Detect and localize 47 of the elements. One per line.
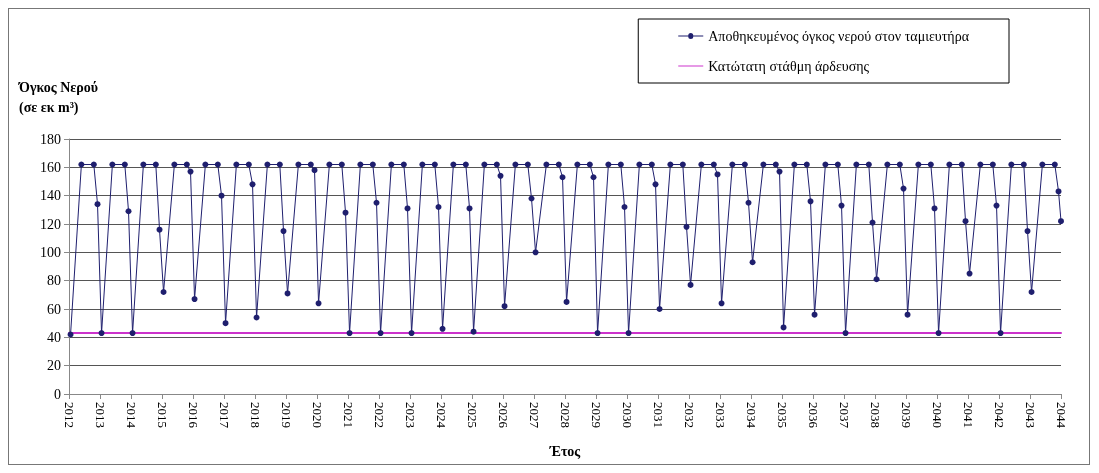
x-tick-label: 2030 [619,402,635,428]
x-tick-label: 2037 [836,402,852,429]
x-tick-label: 2028 [557,402,573,428]
x-tick-label: 2027 [526,402,542,429]
y-tick-label: 120 [40,216,61,232]
x-tick-label: 2038 [867,402,883,428]
x-tick-label: 2039 [898,402,914,428]
legend-label: Αποθηκευμένος όγκος νερού στον ταμιευτήρα [708,28,970,44]
x-tick-label: 2018 [247,402,263,428]
x-tick-label: 2013 [92,402,108,428]
x-tick-label: 2021 [340,402,356,428]
x-tick-label: 2042 [991,402,1007,428]
y-tick-label: 140 [40,188,61,204]
y-tick-label: 20 [47,358,61,374]
x-tick-label: 2029 [588,402,604,428]
x-tick-label: 2035 [774,402,790,428]
x-tick-label: 2041 [960,402,976,428]
y-tick-label: 60 [47,301,61,317]
x-tick-label: 2024 [433,402,449,429]
x-tick-label: 2017 [216,402,232,429]
y-tick-label: 0 [54,386,61,402]
legend-label: Κατώτατη στάθμη άρδευσης [708,58,870,74]
y-tick-label: 80 [47,273,61,289]
x-tick-label: 2036 [805,402,821,429]
x-tick-label: 2040 [929,402,945,428]
x-tick-label: 2019 [278,402,294,428]
x-tick-label: 2031 [650,402,666,428]
x-tick-label: 2014 [123,402,139,429]
y-tick-label: 40 [47,329,61,345]
x-tick-label: 2026 [495,402,511,429]
x-tick-label: 2022 [371,402,387,428]
x-axis-title: Έτος [548,443,582,459]
y-tick-label: 160 [40,159,61,175]
x-tick-label: 2020 [309,402,325,428]
x-tick-label: 2016 [185,402,201,429]
x-tick-label: 2023 [402,402,418,428]
x-tick-label: 2043 [1022,402,1038,428]
y-tick-label: 100 [40,244,61,260]
x-tick-label: 2044 [1053,402,1069,429]
x-tick-label: 2015 [154,402,170,428]
x-tick-label: 2033 [712,402,728,428]
y-tick-label: 180 [40,131,61,147]
x-tick-label: 2025 [464,402,480,428]
x-tick-label: 2034 [743,402,759,429]
x-tick-label: 2012 [61,402,77,428]
y-axis-title: Όγκος Νερού (σε εκ m³) [18,79,99,116]
x-tick-label: 2032 [681,402,697,428]
